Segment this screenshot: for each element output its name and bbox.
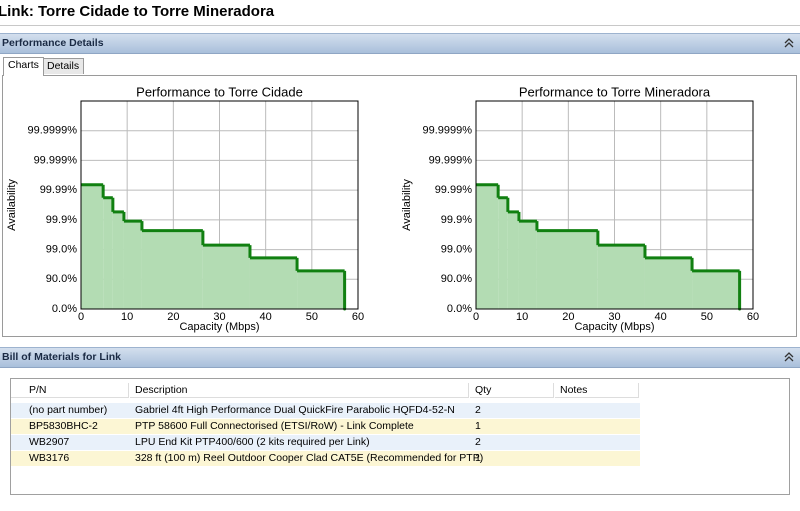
table-cell: 2	[475, 404, 481, 416]
plot-border	[475, 100, 754, 310]
area	[536, 230, 598, 309]
table-cell: BP5830BHC-2	[29, 420, 98, 432]
x-tick-label: 60	[747, 311, 759, 323]
y-tick-label: 99.9%	[441, 214, 472, 226]
area	[141, 230, 203, 309]
table-cell: LPU End Kit PTP400/600 (2 kits required …	[135, 436, 370, 448]
table-cell: WB2907	[29, 436, 70, 448]
table-cell: 1	[475, 452, 481, 464]
charts: Performance to Torre Cidade Capacity (Mbp…	[6, 84, 759, 333]
area	[123, 221, 142, 309]
x-tick-label: 40	[655, 311, 667, 323]
y-tick-label: 99.9999%	[422, 125, 472, 137]
table-cell: PTP 58600 Full Connectorised (ETSI/RoW) …	[135, 420, 414, 432]
table-row	[11, 435, 640, 450]
y-tick-label: 90.0%	[441, 273, 472, 285]
plot-border	[80, 100, 359, 310]
y-tick-label: 99.0%	[441, 243, 472, 255]
y-tick-label: 99.9999%	[27, 125, 77, 137]
area	[644, 257, 693, 309]
area	[202, 245, 250, 309]
y-axis-title: Availability	[6, 179, 18, 231]
table-cell: Gabriel 4ft High Performance Dual QuickF…	[135, 404, 455, 416]
section-title: Bill of Materials for Link	[2, 351, 122, 363]
x-tick-label: 50	[306, 311, 318, 323]
area	[498, 197, 508, 309]
section-title: Performance Details	[2, 37, 104, 49]
table-cell: WB3176	[29, 452, 70, 464]
y-tick-label: 99.9%	[46, 214, 77, 226]
section-header[interactable]: Performance Details	[0, 33, 800, 54]
y-tick-label: 99.999%	[34, 154, 78, 166]
area	[249, 257, 298, 309]
chart-title: Performance to Torre Cidade	[136, 84, 303, 99]
chart-title: Performance to Torre Mineradora	[519, 84, 711, 99]
column-header: Qty	[470, 383, 554, 398]
table-row	[11, 403, 640, 418]
y-axis-title: Availability	[401, 179, 413, 231]
x-tick-label: 10	[516, 311, 528, 323]
area	[518, 221, 537, 309]
x-tick-label: 40	[260, 311, 272, 323]
chart-panel	[2, 75, 797, 337]
x-tick-label: 0	[78, 311, 84, 323]
collapse-icon[interactable]	[784, 38, 794, 48]
x-axis-title: Capacity (Mbps)	[574, 321, 654, 333]
bom-table: P/N Description Qty Notes (no part number) Ga…	[10, 378, 790, 495]
collapse-icon[interactable]	[784, 352, 794, 362]
area	[297, 270, 345, 309]
column-header: Description	[130, 383, 469, 398]
x-tick-label: 20	[562, 311, 574, 323]
area	[597, 245, 645, 309]
area	[476, 184, 499, 309]
area	[507, 211, 519, 309]
x-tick-label: 50	[701, 311, 713, 323]
section-header[interactable]: Bill of Materials for Link	[0, 347, 800, 368]
y-tick-label: 0.0%	[52, 303, 77, 315]
column-header: Notes	[555, 383, 639, 398]
y-tick-label: 99.0%	[46, 243, 77, 255]
x-tick-label: 0	[473, 311, 479, 323]
area	[112, 211, 124, 309]
x-axis-title: Capacity (Mbps)	[179, 321, 259, 333]
area	[692, 270, 740, 309]
x-tick-label: 30	[213, 311, 225, 323]
area	[81, 184, 104, 309]
y-tick-label: 99.999%	[429, 154, 473, 166]
table-cell: (no part number)	[29, 404, 108, 416]
y-tick-label: 99.99%	[435, 184, 473, 196]
table-cell: 2	[475, 436, 481, 448]
x-tick-label: 10	[121, 311, 133, 323]
x-tick-label: 20	[167, 311, 179, 323]
y-tick-label: 99.99%	[40, 184, 78, 196]
page-title: Link: Torre Cidade to Torre Mineradora	[0, 3, 275, 20]
tab-active[interactable]: Charts	[3, 57, 44, 76]
x-tick-label: 30	[608, 311, 620, 323]
table-cell: 1	[475, 420, 481, 432]
y-tick-label: 90.0%	[46, 273, 77, 285]
area	[103, 197, 113, 309]
divider	[0, 25, 800, 26]
table-row	[11, 419, 640, 434]
y-tick-label: 0.0%	[447, 303, 472, 315]
table-cell: 328 ft (100 m) Reel Outdoor Cooper Clad …	[135, 452, 484, 464]
tab[interactable]: Details	[42, 58, 85, 74]
column-header: P/N	[11, 383, 129, 398]
table-row	[11, 451, 640, 466]
x-tick-label: 60	[352, 311, 364, 323]
